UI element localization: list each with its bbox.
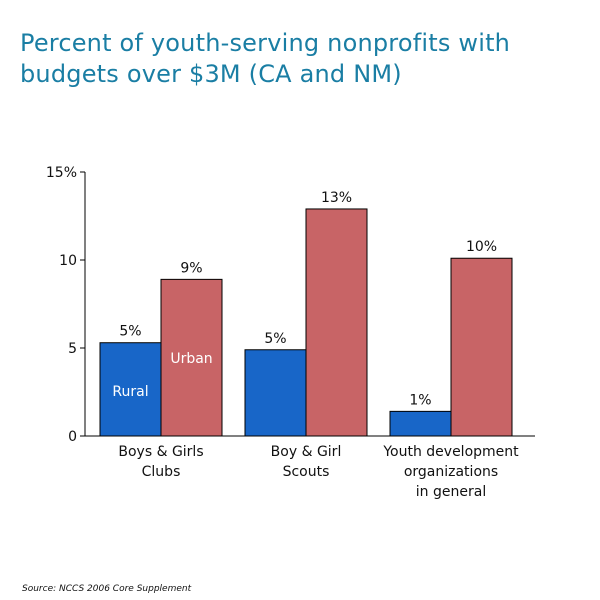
y-tick-label: 5 — [68, 341, 77, 357]
category-label: organizations — [404, 464, 498, 480]
data-label: 13% — [321, 190, 352, 206]
y-tick-label: 10 — [59, 253, 77, 269]
category-label: Boy & Girl — [271, 444, 342, 460]
bar-rural-1 — [244, 349, 307, 437]
bar-rural-2 — [389, 410, 452, 437]
legend-label-urban: Urban — [170, 351, 212, 367]
chart-title: Percent of youth-serving nonprofits with… — [20, 29, 511, 88]
category-label: Scouts — [283, 464, 330, 480]
data-label: 9% — [180, 260, 202, 276]
y-tick-label: 15% — [46, 165, 77, 181]
data-label: 10% — [466, 239, 497, 255]
y-tick-label: 0 — [68, 429, 77, 445]
source-note: Source: NCCS 2006 Core Supplement — [22, 584, 192, 594]
data-label: 1% — [409, 392, 431, 408]
data-label: 5% — [264, 331, 286, 347]
bar-urban-1 — [305, 208, 368, 437]
category-label: in general — [416, 484, 486, 500]
bar-urban-0 — [160, 278, 223, 437]
category-label: Boys & Girls — [118, 444, 203, 460]
legend-label-rural: Rural — [112, 384, 148, 400]
bar-urban-2 — [450, 257, 513, 437]
category-label: Youth development — [382, 444, 519, 460]
category-label: Clubs — [142, 464, 181, 480]
bar-rural-0 — [99, 342, 162, 437]
data-label: 5% — [119, 324, 141, 340]
